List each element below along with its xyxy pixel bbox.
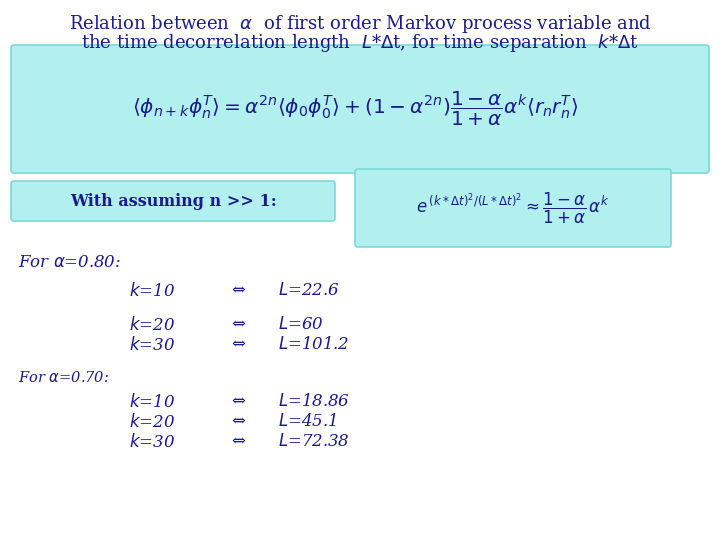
Text: $k$=10: $k$=10: [129, 282, 175, 300]
FancyBboxPatch shape: [11, 181, 335, 221]
Text: $\langle \phi_{n+k} \phi_n^T \rangle = \alpha^{2n}\langle \phi_0 \phi_0^T \rangl: $\langle \phi_{n+k} \phi_n^T \rangle = \…: [132, 90, 578, 128]
Text: ⇔: ⇔: [231, 433, 245, 450]
Text: For $\alpha$=0.70:: For $\alpha$=0.70:: [18, 370, 109, 385]
Text: $k$=10: $k$=10: [129, 393, 175, 411]
FancyBboxPatch shape: [11, 45, 709, 173]
Text: ⇔: ⇔: [231, 336, 245, 353]
Text: $L$=45.1: $L$=45.1: [278, 413, 337, 430]
Text: $e^{\,(k*\Delta t)^2 / (L*\Delta t)^2}\approx \dfrac{1-\alpha}{1+\alpha}\,\alpha: $e^{\,(k*\Delta t)^2 / (L*\Delta t)^2}\a…: [416, 191, 610, 226]
Text: $k$=20: $k$=20: [129, 316, 175, 334]
Text: With assuming n >> 1:: With assuming n >> 1:: [70, 192, 276, 210]
Text: the time decorrelation length  $L$*$\Delta$t, for time separation  $k$*$\Delta$t: the time decorrelation length $L$*$\Delt…: [81, 32, 639, 54]
Text: $L$=60: $L$=60: [278, 316, 324, 333]
Text: $k$=30: $k$=30: [129, 433, 175, 451]
Text: ⇔: ⇔: [231, 282, 245, 299]
Text: For $\alpha$=0.80:: For $\alpha$=0.80:: [18, 254, 121, 271]
Text: $L$=101.2: $L$=101.2: [278, 336, 349, 353]
Text: $k$=30: $k$=30: [129, 336, 175, 354]
Text: Relation between  $\alpha$  of first order Markov process variable and: Relation between $\alpha$ of first order…: [68, 13, 652, 35]
Text: $k$=20: $k$=20: [129, 413, 175, 431]
FancyBboxPatch shape: [355, 169, 671, 247]
Text: ⇔: ⇔: [231, 413, 245, 430]
Text: $L$=22.6: $L$=22.6: [278, 282, 340, 299]
Text: $L$=72.38: $L$=72.38: [278, 433, 350, 450]
Text: ⇔: ⇔: [231, 393, 245, 410]
Text: $L$=18.86: $L$=18.86: [278, 393, 350, 410]
Text: ⇔: ⇔: [231, 316, 245, 333]
